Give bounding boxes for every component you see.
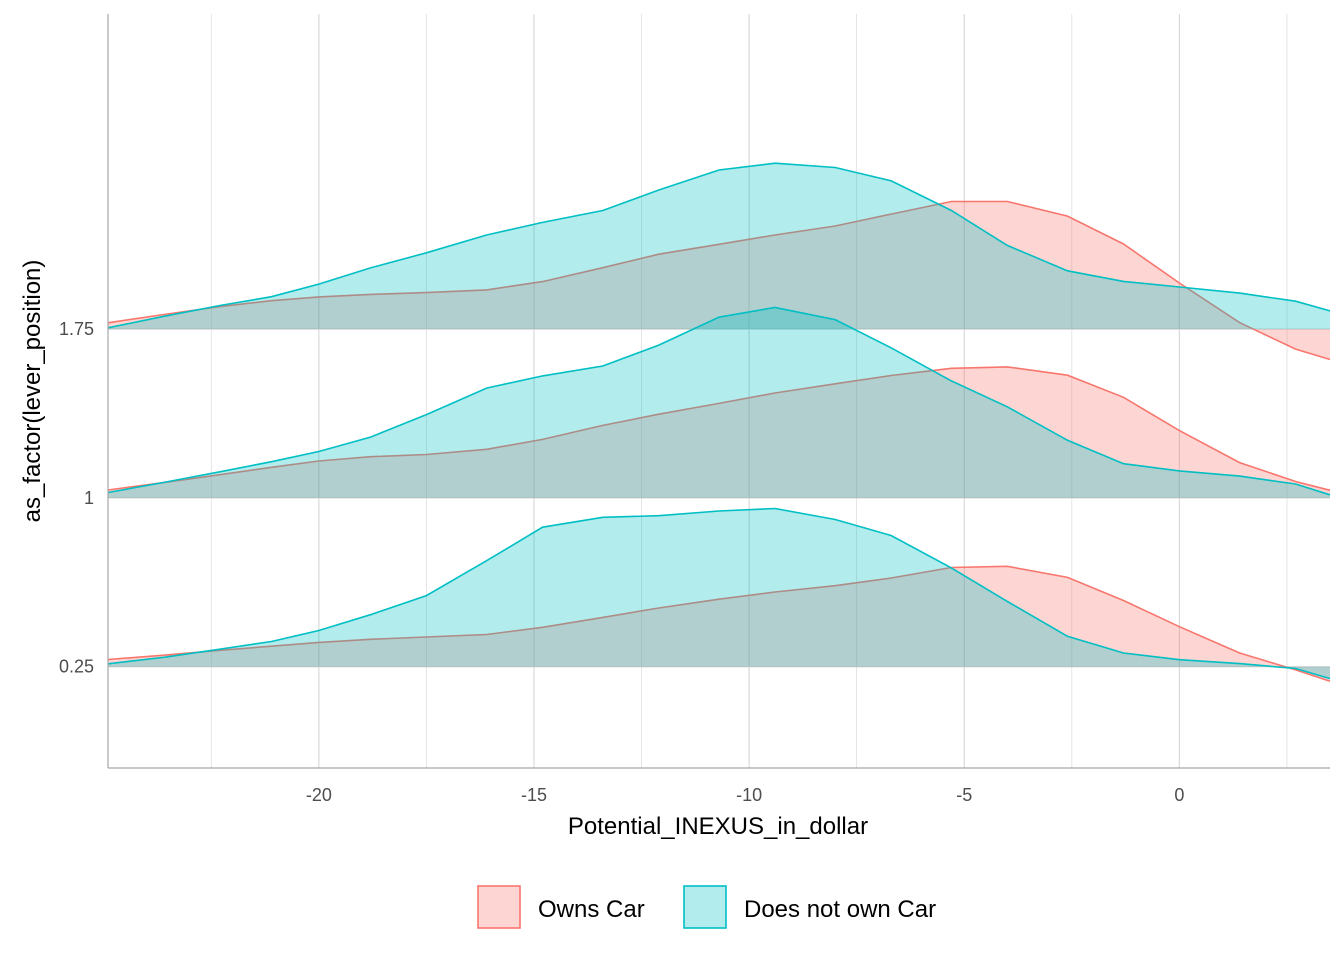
x-tick-label: 0: [1174, 785, 1184, 805]
legend-item: Does not own Car: [683, 885, 936, 929]
x-tick-label: -15: [521, 785, 547, 805]
density-line-owns-car: [107, 366, 1331, 492]
y-tick-label: 1: [84, 488, 94, 508]
y-axis-title: as_factor(lever_position): [19, 260, 46, 523]
density-line-owns-car: [107, 565, 1331, 683]
legend-key: [683, 885, 727, 929]
y-tick-label: 1.75: [59, 319, 94, 339]
x-tick-label: -5: [956, 785, 972, 805]
density-area-owns-car: [108, 366, 1330, 498]
density-area-owns-car: [108, 201, 1330, 360]
density-area-owns-car: [108, 566, 1330, 682]
density-line-owns-car: [107, 200, 1331, 361]
ridge-1.75: [107, 162, 1331, 361]
legend: Owns Car Does not own Car: [477, 885, 936, 929]
x-axis-title: Potential_INEXUS_in_dollar: [568, 813, 868, 840]
x-tick-labels: -20 -15 -10 -5 0: [306, 785, 1185, 805]
density-line-does-not-own-car: [107, 162, 1331, 329]
legend-label: Does not own Car: [744, 896, 936, 923]
density-area-does-not-own-car: [108, 508, 1330, 679]
axes: [107, 14, 1330, 769]
density-line-does-not-own-car: [107, 507, 1331, 680]
density-area-does-not-own-car: [108, 307, 1330, 498]
ridge-0.25: [107, 507, 1331, 683]
legend-key: [477, 885, 521, 929]
density-area-does-not-own-car: [108, 163, 1330, 330]
x-tick-label: -20: [306, 785, 332, 805]
y-tick-labels: 0.25 1 1.75: [59, 319, 94, 677]
legend-item: Owns Car: [477, 885, 645, 929]
density-line-does-not-own-car: [107, 306, 1331, 496]
ridge-1: [107, 306, 1331, 498]
legend-label: Owns Car: [538, 896, 645, 923]
density-ridges: [107, 162, 1331, 683]
grid-lines: [108, 14, 1330, 768]
x-tick-label: -10: [736, 785, 762, 805]
y-tick-label: 0.25: [59, 657, 94, 677]
